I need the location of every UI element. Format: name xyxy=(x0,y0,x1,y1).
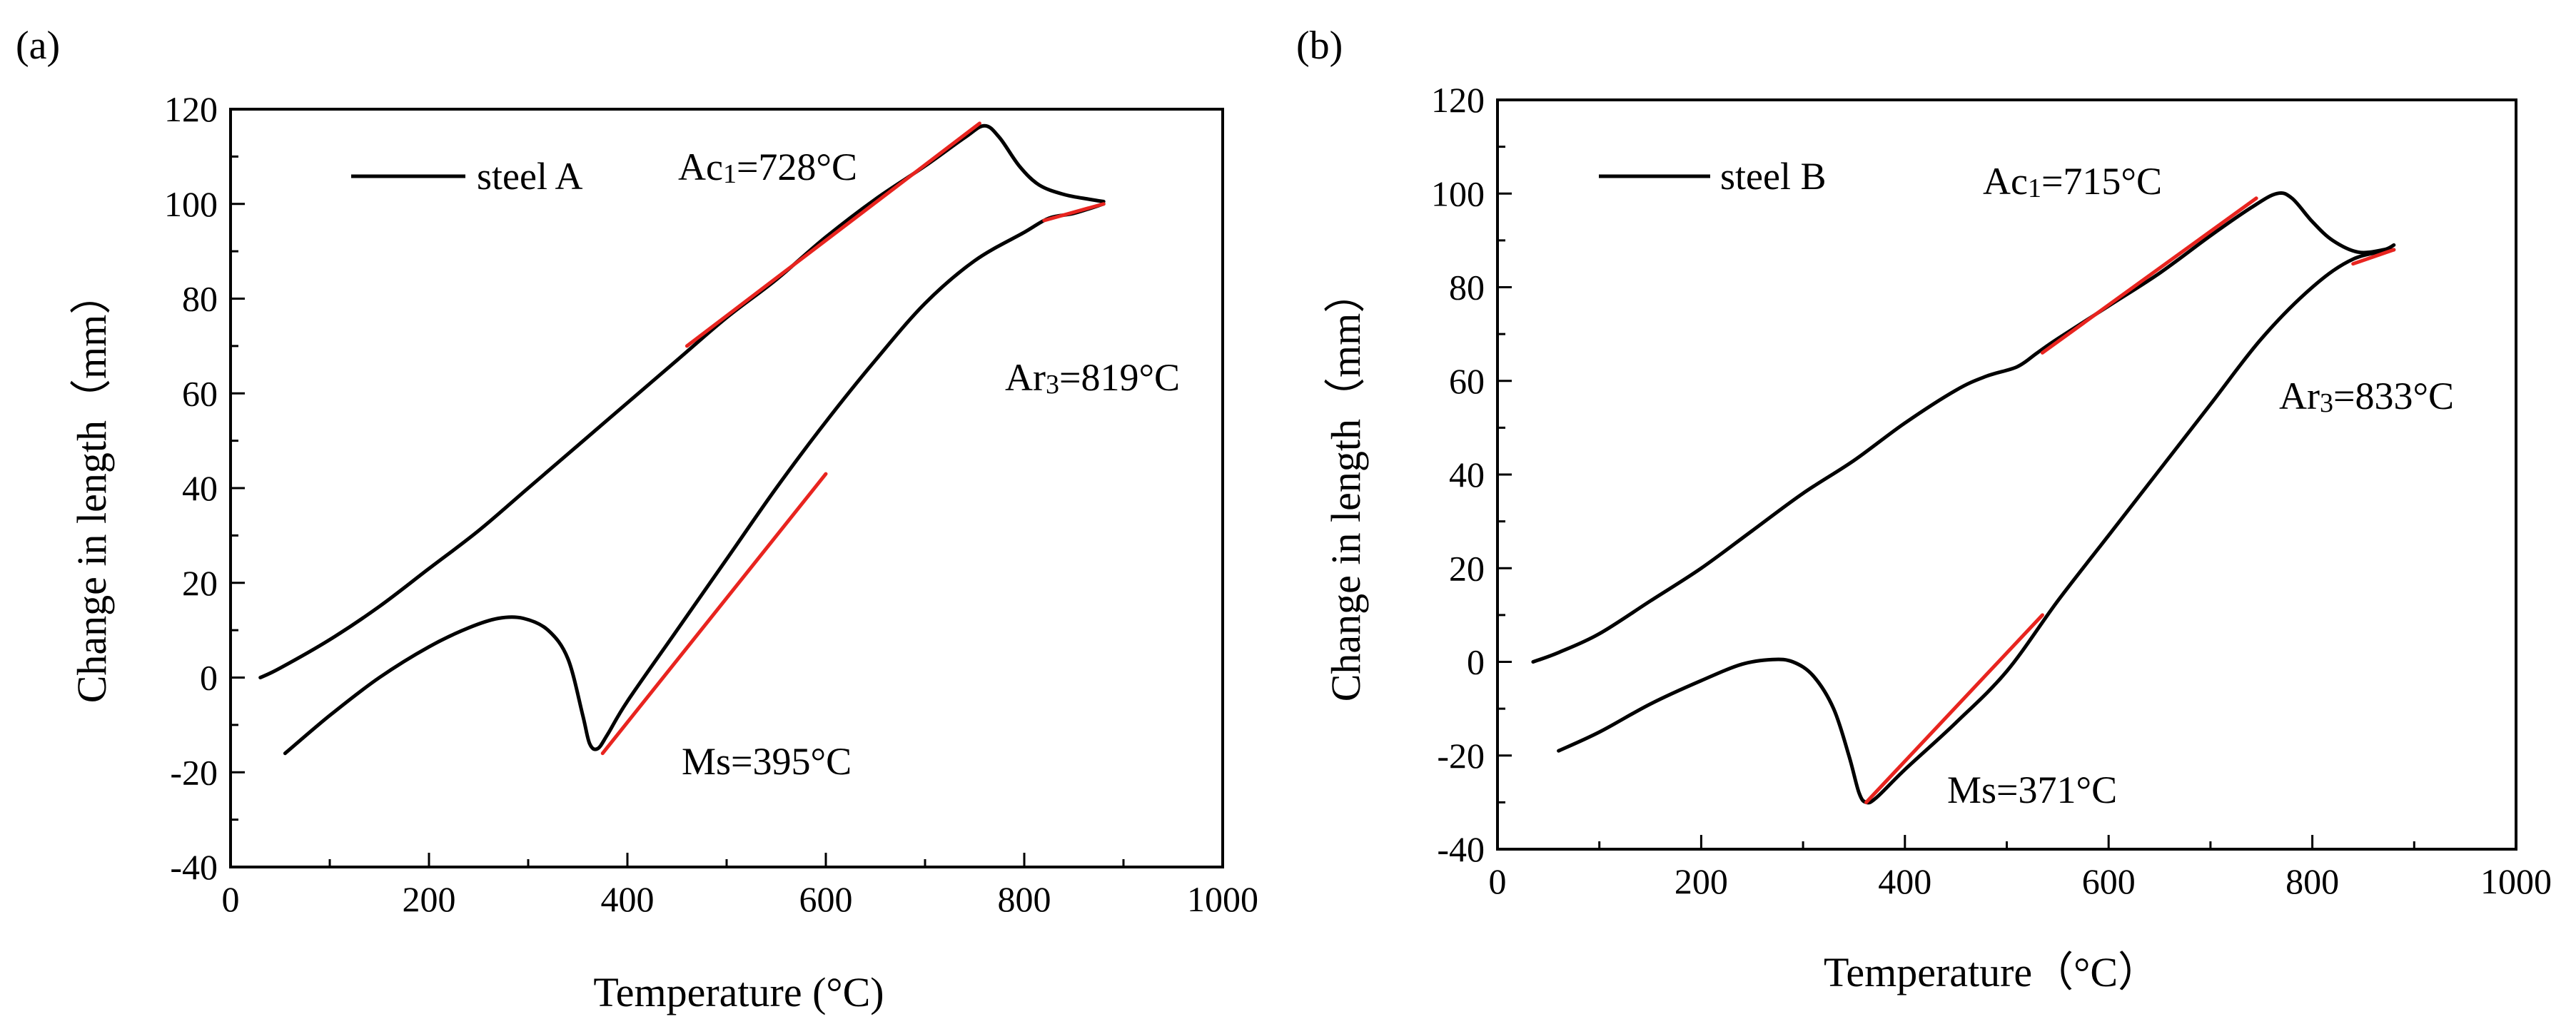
panel-b-curve-cooling xyxy=(1557,248,2396,805)
panel-b-y-tick-label: 60 xyxy=(1449,361,1485,401)
panel-b-fit-line-ac1 xyxy=(2040,196,2258,355)
panel-b-fit-line-ar3 xyxy=(2351,248,2396,266)
panel-a-y-tick-label: -40 xyxy=(170,847,218,887)
panel-b-y-tick-label: 20 xyxy=(1449,548,1485,588)
panel-b-curve-heating xyxy=(1531,191,2396,664)
panel-b-ac1-annotation: Ac1=715°C xyxy=(1983,160,2162,203)
panel-b-x-tick-label: 600 xyxy=(2082,861,2136,901)
panel-b-y-tick-label: -20 xyxy=(1437,736,1485,776)
panel-a-x-axis-label: Temperature (°C) xyxy=(593,969,884,1015)
panel-b-ms-annotation: Ms=371°C xyxy=(1947,769,2117,811)
panel-a-legend-label: steel A xyxy=(477,155,582,198)
panel-b-label: (b) xyxy=(1296,24,1343,68)
panel-a-y-tick-label: 0 xyxy=(200,658,218,698)
panel-b-x-tick-label: 1000 xyxy=(2480,861,2552,901)
panel-a-series xyxy=(258,121,1106,756)
panel-a-x-tick-label: 1000 xyxy=(1187,879,1258,919)
panel-a-x-tick-label: 400 xyxy=(601,879,655,919)
panel-b-x-tick-label: 0 xyxy=(1489,861,1507,901)
panel-b-legend-label: steel B xyxy=(1720,155,1826,198)
panel-a-y-tick-label: -20 xyxy=(170,752,218,792)
panel-a-ac1-annotation: Ac1=728°C xyxy=(678,146,857,189)
panel-a-tick-labels: 0 200 400 600 800 1000 -40 -20 0 20 40 60 80 100 120 xyxy=(164,89,1258,919)
panel-b-tick-labels: 0 200 400 600 800 1000 -40 -20 0 20 40 60 80 100 120 xyxy=(1431,80,2552,901)
panel-b-x-axis-label: Temperature（°C） xyxy=(1824,949,2159,995)
panel-b-y-tick-label: 40 xyxy=(1449,455,1485,495)
panel-a-y-tick-label: 100 xyxy=(164,184,218,224)
panel-a-x-tick-label: 200 xyxy=(403,879,456,919)
panel-a-y-tick-label: 40 xyxy=(182,468,218,508)
panel-b-x-tick-label: 200 xyxy=(1675,861,1728,901)
panel-b-y-tick-label: 0 xyxy=(1467,642,1485,682)
panel-a-y-tick-label: 20 xyxy=(182,563,218,603)
panel-b-x-tick-label: 800 xyxy=(2285,861,2339,901)
panel-b-ticks xyxy=(1496,98,2517,851)
panel-a-y-tick-label: 60 xyxy=(182,373,218,413)
panel-a-y-tick-label: 120 xyxy=(164,89,218,129)
panel-b-y-tick-label: -40 xyxy=(1437,829,1485,869)
panel-b-y-tick-label: 100 xyxy=(1431,173,1485,213)
panel-a-ar3-annotation: Ar3=819°C xyxy=(1005,356,1180,400)
panel-b-plot-frame xyxy=(1496,98,2517,851)
panel-b-x-tick-label: 400 xyxy=(1878,861,1931,901)
panel-b-y-axis-label: Change in length（mm） xyxy=(1323,272,1369,702)
panel-b-y-tick-label: 80 xyxy=(1449,268,1485,308)
panel-b-y-tick-label: 120 xyxy=(1431,80,1485,120)
panel-a-fit-line-ac1 xyxy=(685,121,981,348)
panel-b-ar3-annotation: Ar3=833°C xyxy=(2279,375,2454,418)
panel-b-series xyxy=(1531,191,2396,805)
panel-a-x-tick-label: 600 xyxy=(799,879,853,919)
panel-a-curve-heating xyxy=(258,123,1106,679)
panel-a: (a) 0 200 400 600 800 1000 -40 -20 0 20 40 60 80 100 1… xyxy=(16,24,1258,1015)
panel-a-curve-cooling xyxy=(283,202,1106,756)
panel-a-y-axis-label: Change in length（mm） xyxy=(69,273,115,704)
panel-a-y-tick-label: 80 xyxy=(182,279,218,319)
panel-a-ms-annotation: Ms=395°C xyxy=(682,740,852,783)
panel-a-label: (a) xyxy=(16,24,60,68)
panel-b: (b) 0 200 400 600 800 1000 -40 -20 0 20 40 60 80 100 1… xyxy=(1296,24,2552,995)
panel-a-x-tick-label: 800 xyxy=(998,879,1051,919)
panel-a-fit-line-ms xyxy=(600,472,828,756)
panel-b-fit-line-ms xyxy=(1864,613,2044,804)
panel-a-x-tick-label: 0 xyxy=(222,879,240,919)
panel-a-fit-line-ar3 xyxy=(1042,202,1106,223)
panel-a-plot-frame xyxy=(229,108,1224,868)
